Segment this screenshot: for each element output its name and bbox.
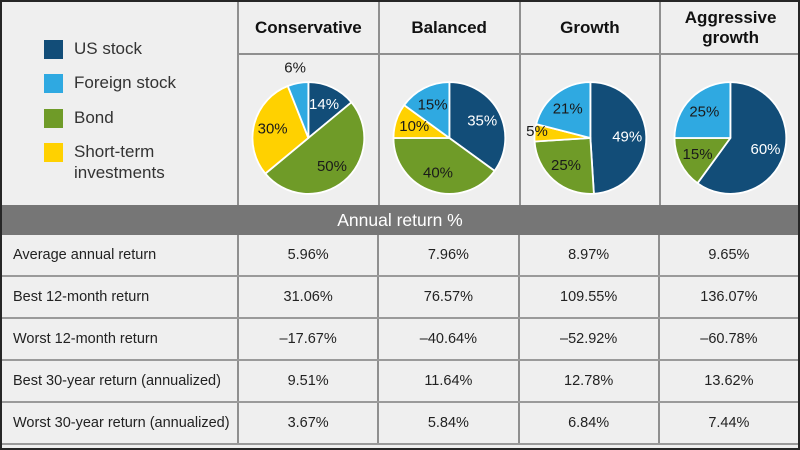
pie-slice-label: 40% (423, 165, 453, 182)
pie-slice-label: 25% (551, 157, 581, 174)
column-header: Aggressive growth (661, 2, 798, 55)
row-label: Worst 30-year return (annualized) (13, 415, 230, 431)
pie-slice-label: 30% (258, 120, 288, 137)
bond-swatch-icon (44, 108, 63, 128)
cell-value: 8.97% (517, 235, 658, 275)
cell-value: 9.51% (237, 361, 377, 401)
legend-item-bond: Bond (44, 107, 199, 128)
row-label: Best 12-month return (13, 289, 150, 305)
pie-slice (533, 137, 595, 195)
pie-slice-label: 14% (309, 96, 339, 113)
pie-slice (392, 137, 496, 195)
pie-slice-label: 25% (690, 103, 720, 120)
annual-return-banner-title: Annual return % (337, 209, 463, 230)
cell-value: 5.84% (377, 403, 517, 443)
pie-slice (588, 81, 647, 195)
portfolio-columns: Conservative 14% 50% 30% 6% Balanced 35% 40%… (237, 2, 798, 205)
pie-svg: 49% 25%5%21% (526, 81, 647, 195)
column-header: Growth (520, 2, 660, 55)
pie-slice-label: 35% (467, 113, 497, 130)
legend-label: Foreign stock (74, 73, 177, 93)
cell-value: 3.67% (237, 403, 377, 443)
pie-slice (673, 81, 732, 139)
pie-chart-balanced: 35% 40% 10% 15% (380, 55, 519, 205)
pie-slice (286, 81, 310, 139)
column-aggressive-growth: Aggressive growth 60% 15% 25% (659, 2, 798, 205)
pie-slice (534, 81, 591, 139)
pie-slice (264, 101, 366, 195)
pie-slice-label: 50% (317, 158, 347, 175)
short-term-swatch-icon (44, 142, 63, 162)
cell-value: 6.84% (517, 403, 658, 443)
legend-label: Short-term investments (74, 141, 165, 182)
cell-value: 109.55% (517, 277, 658, 317)
column-conservative: Conservative 14% 50% 30% 6% (237, 2, 378, 205)
cell-value: 11.64% (377, 361, 517, 401)
pie-slice-label: 60% (751, 141, 781, 158)
pie-slice-label: 5% (526, 123, 548, 140)
pie-slice (403, 81, 451, 139)
legend-item-foreign-stock: Foreign stock (44, 72, 199, 94)
returns-table: Average annual return 5.96% 7.96% 8.97% 9.65… (2, 235, 798, 445)
cell-value: 7.96% (377, 235, 517, 275)
cell-value: –52.92% (517, 319, 658, 359)
legend: US stock Foreign stock Bond Short-term i… (44, 38, 199, 183)
legend-item-us-stock: US stock (44, 38, 199, 59)
pie-slice (673, 137, 732, 185)
annual-return-banner: Annual return % (2, 205, 798, 235)
pie-slice-label: 49% (612, 128, 642, 145)
table-row: Best 30-year return (annualized) 9.51% 11.… (2, 361, 798, 403)
pie-svg: 60% 15% 25% (673, 81, 788, 195)
pie-svg: 35% 40% 10% 15% (392, 81, 506, 195)
table-row: Average annual return 5.96% 7.96% 8.97% 9.65… (2, 235, 798, 277)
cell-value: –17.67% (237, 319, 377, 359)
column-header: Balanced (379, 2, 519, 55)
pie-slice-label: 6% (284, 60, 306, 77)
cell-value: 76.57% (377, 277, 517, 317)
cell-value: 31.06% (237, 277, 377, 317)
foreign-stock-swatch-icon (44, 74, 63, 94)
pie-slice-label: 10% (399, 118, 429, 135)
cell-value: 13.62% (657, 361, 798, 401)
pie-slice (448, 81, 506, 172)
table-row: Worst 30-year return (annualized) 3.67% 5.… (2, 403, 798, 445)
legend-label: Bond (74, 107, 114, 127)
cell-value: 5.96% (237, 235, 377, 275)
cell-value: 12.78% (517, 361, 658, 401)
column-balanced: Balanced 35% 40% 10% 15% (377, 2, 519, 205)
column-header: Conservative (239, 2, 378, 55)
pie-slice-label: 21% (552, 100, 582, 117)
pie-slice (251, 85, 310, 175)
row-label: Average annual return (13, 247, 157, 263)
pie-slice-label: 15% (683, 146, 713, 163)
legend-label: US stock (74, 39, 143, 58)
row-label: Worst 12-month return (13, 331, 158, 347)
pie-chart-aggressive-growth: 60% 15% 25% (661, 55, 798, 205)
cell-value: –60.78% (657, 319, 798, 359)
pie-svg: 14% 50% 30% 6% (251, 60, 366, 195)
cell-value: 7.44% (657, 403, 798, 443)
pie-slice-label: 15% (417, 97, 447, 114)
cell-value: 136.07% (657, 277, 798, 317)
table-row: Worst 12-month return –17.67% –40.64% –52.9… (2, 319, 798, 361)
us-stock-swatch-icon (44, 40, 63, 59)
legend-item-short-term: Short-term investments (44, 141, 199, 184)
cell-value: –40.64% (377, 319, 517, 359)
cell-value: 9.65% (657, 235, 798, 275)
table-row: Best 12-month return 31.06% 76.57% 109.55% 1… (2, 277, 798, 319)
pie-chart-conservative: 14% 50% 30% 6% (239, 55, 378, 205)
row-label: Best 30-year return (annualized) (13, 373, 221, 389)
pie-chart-growth: 49% 25% 5% 21% (521, 55, 660, 205)
pie-slice (696, 81, 788, 195)
column-growth: Growth 49% 25% 5% 21% (518, 2, 660, 205)
